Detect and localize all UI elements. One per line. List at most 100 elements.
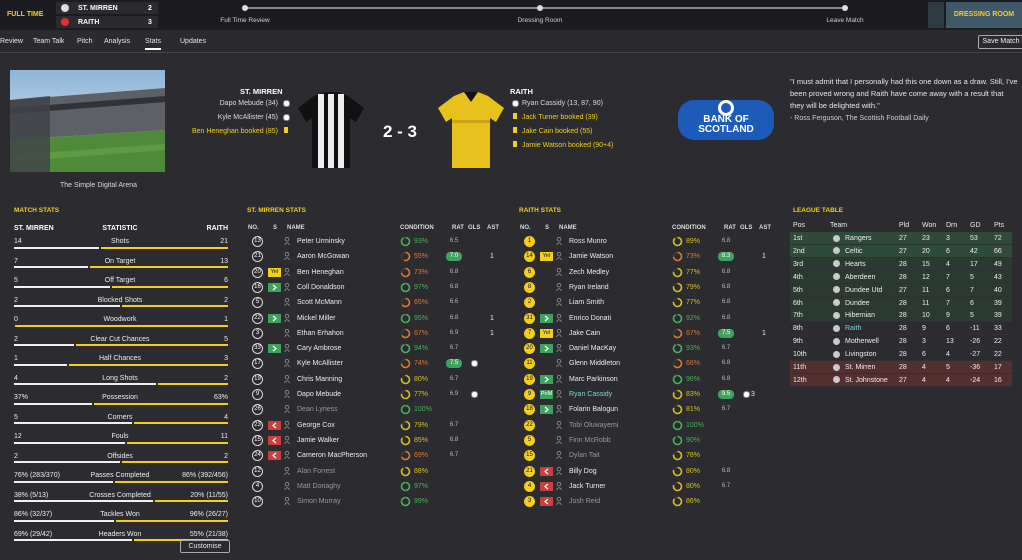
player-name[interactable]: Enrico Donati [569, 314, 612, 322]
player-name[interactable]: Ryan Cassidy [569, 391, 613, 398]
player-name[interactable]: George Cox [297, 421, 335, 429]
league-team[interactable]: Livingston [845, 351, 877, 359]
league-cell: 4 [946, 351, 950, 359]
tab[interactable]: Team Talk [33, 38, 65, 45]
ring-arc [400, 328, 411, 339]
league-team[interactable]: Aberdeen [845, 273, 876, 281]
number-badge: 13 [252, 236, 263, 247]
league-team[interactable]: Dundee [845, 299, 870, 307]
player-name[interactable]: Ethan Erhahon [297, 329, 344, 337]
league-cell: 4 [946, 376, 950, 384]
player-name[interactable]: Zech Medley [569, 268, 610, 276]
customise-button[interactable]: Customise [180, 540, 230, 553]
stat-name: On Target [104, 257, 136, 265]
sub-badge [268, 420, 281, 430]
player-name[interactable]: Finn McRobb [569, 436, 611, 444]
player-name[interactable]: Jack Turner [569, 482, 606, 490]
player-name[interactable]: Cameron MacPherson [297, 452, 368, 460]
condition-value: 88% [414, 467, 429, 475]
head [556, 298, 562, 303]
league-team[interactable]: Raith [845, 325, 862, 333]
league-cell: 5 [970, 273, 974, 281]
away-bar [15, 324, 228, 327]
sub-badge [268, 282, 281, 292]
player-name[interactable]: Aaron McGowan [297, 253, 350, 261]
player-name[interactable]: Folarin Balogun [569, 406, 619, 414]
away-bar [155, 500, 228, 502]
player-name[interactable]: Scott McMann [297, 299, 342, 307]
league-team[interactable]: Hearts [845, 260, 866, 268]
home-bar [14, 266, 88, 268]
player-name[interactable]: Ryan Ireland [569, 283, 609, 291]
condition-ring [400, 328, 411, 339]
player-name[interactable]: Peter Urminsky [297, 238, 345, 245]
panel-title: ST. MIRREN STATS [247, 207, 306, 214]
player-name[interactable]: Marc Parkinson [569, 375, 618, 383]
number-badge: 33 [252, 343, 263, 355]
player-name[interactable]: Josh Reid [569, 498, 601, 506]
column-header: NAME [559, 225, 577, 231]
column-header: ST. MIRREN [14, 225, 54, 232]
league-cell: 28 [899, 260, 907, 268]
player-name[interactable]: Cary Ambrose [297, 345, 342, 353]
player-name[interactable]: Liam Smith [569, 299, 605, 307]
status-badge: Yel [540, 252, 553, 262]
number-badge: 8 [524, 281, 535, 293]
league-team[interactable]: St. Mirren [845, 364, 876, 371]
player-name[interactable]: Jake Cain [569, 329, 601, 337]
league-team[interactable]: Hibernian [845, 312, 875, 320]
player-name[interactable]: Jamie Walker [297, 436, 340, 444]
player-name[interactable]: Ben Heneghan [297, 268, 344, 276]
team-name: ST. MIRREN [78, 5, 118, 12]
player-name[interactable]: Matt Donaghy [297, 482, 341, 490]
menu-toggle[interactable] [928, 2, 944, 28]
number-badge: 3 [252, 327, 263, 339]
ring-arc [400, 404, 411, 415]
league-team[interactable]: Celtic [845, 247, 863, 255]
away-value: 55% (21/38) [189, 530, 228, 538]
league-cell: 28 [899, 351, 907, 359]
player-name[interactable]: Glenn Middleton [569, 360, 620, 368]
team-score: 2 [148, 5, 152, 12]
home-shirt [298, 92, 364, 168]
player-name[interactable]: Billy Dog [569, 467, 597, 475]
save-button[interactable]: Save Match [978, 35, 1022, 49]
tab[interactable]: Updates [180, 38, 207, 45]
head [556, 466, 562, 471]
player-icon [284, 374, 290, 383]
player-name[interactable]: Dean Lyness [297, 406, 338, 414]
player-name[interactable]: Chris Manning [297, 375, 343, 383]
continue-button[interactable]: DRESSING ROOM [946, 2, 1022, 28]
sponsor-logo [678, 100, 774, 140]
tab[interactable]: Review [0, 38, 23, 45]
home-value: 37% [14, 394, 29, 401]
player-name[interactable]: Dapo Mebude [297, 391, 341, 398]
panel-title: MATCH STATS [14, 207, 60, 214]
condition-ring [400, 359, 411, 369]
player-name[interactable]: Alan Forrest [297, 467, 336, 475]
tab[interactable]: Analysis [104, 38, 131, 45]
player-name[interactable]: Dylan Tait [569, 452, 600, 460]
ring-arc [400, 481, 411, 492]
league-team[interactable]: Motherwell [845, 338, 879, 346]
player-name[interactable]: Jamie Watson [569, 253, 614, 261]
player-name[interactable]: Mickel Miller [297, 314, 336, 322]
player-name[interactable]: Coll Donaldson [297, 283, 345, 291]
head [284, 267, 290, 272]
league-team[interactable]: Rangers [845, 235, 872, 242]
away-value: 20% (11/55) [190, 491, 228, 499]
player-name[interactable]: Tobi Oluwayemi [569, 421, 619, 429]
column-header: Pld [899, 222, 910, 229]
stat-name: Possession [102, 394, 138, 401]
tab[interactable]: Stats [145, 37, 161, 50]
player-name[interactable]: Daniel MacKay [569, 345, 617, 353]
league-team[interactable]: Dundee Utd [845, 286, 883, 294]
player-name[interactable]: Kyle McAllister [297, 360, 343, 368]
tab[interactable]: Pitch [77, 38, 93, 45]
player-name[interactable]: Ross Munro [569, 238, 607, 245]
league-team[interactable]: St. Johnstone [845, 376, 888, 384]
player-icon [284, 390, 290, 398]
player-name[interactable]: Simon Murray [297, 498, 341, 506]
condition-value: 100% [686, 421, 704, 429]
player-icon [556, 374, 562, 383]
